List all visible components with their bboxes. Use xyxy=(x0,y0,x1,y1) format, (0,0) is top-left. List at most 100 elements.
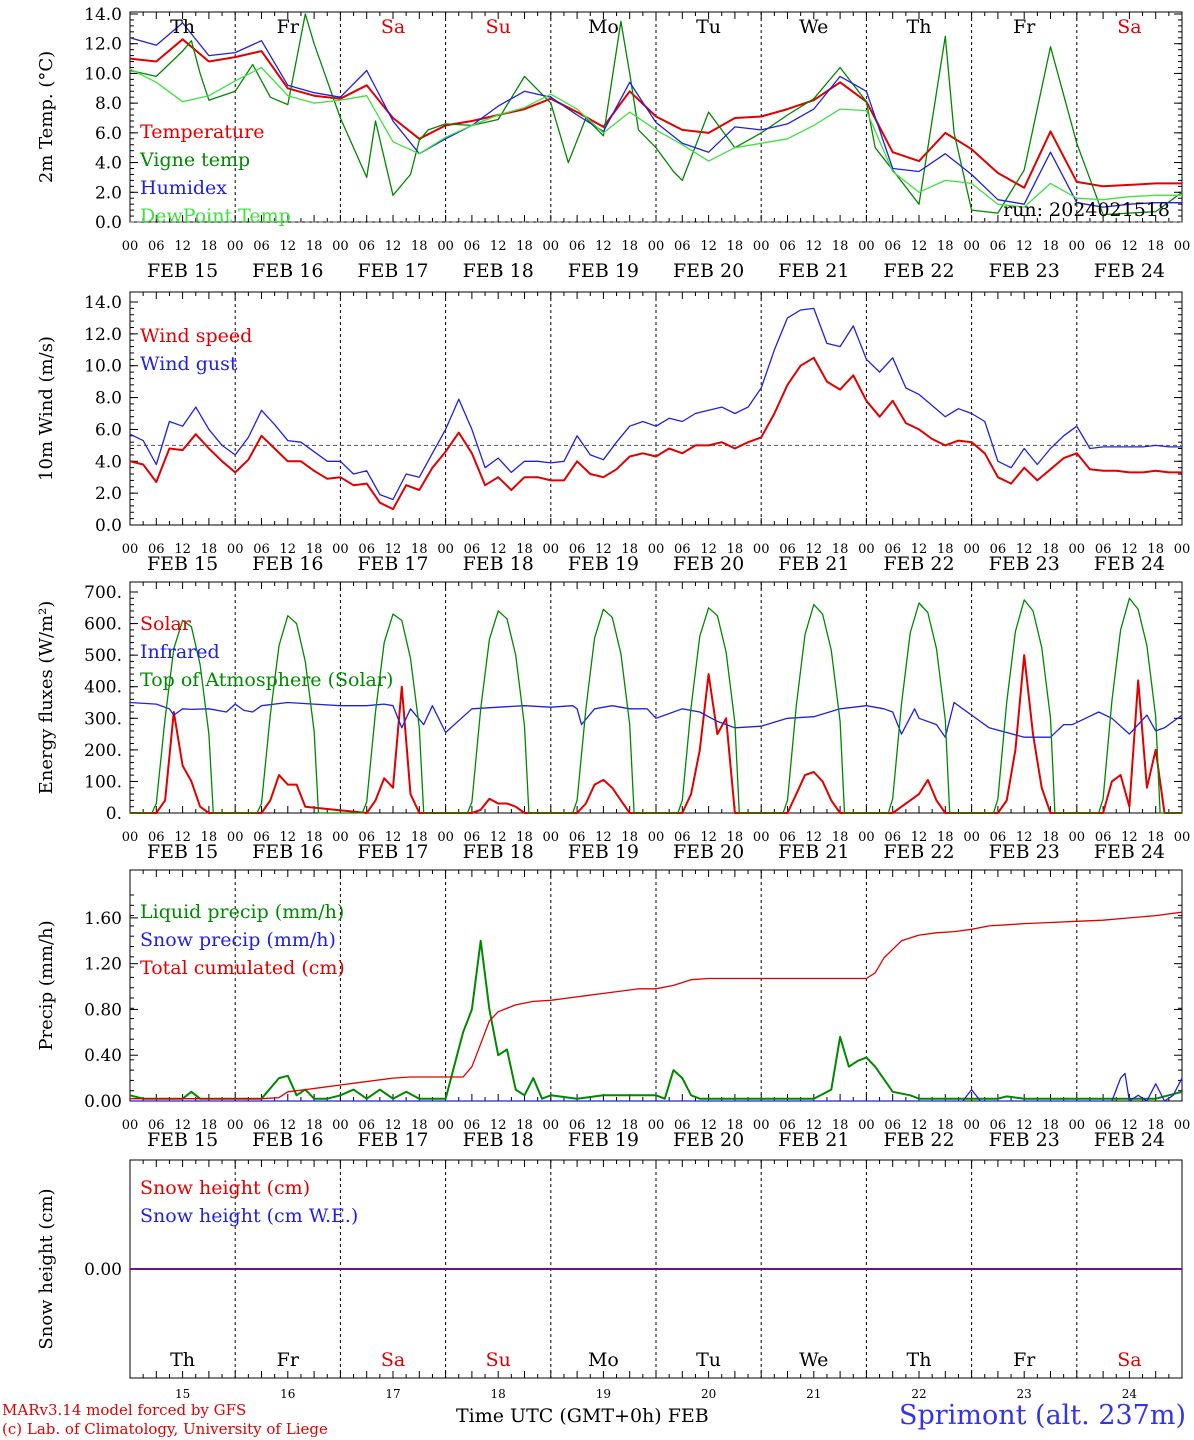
hour-tick-label: 12 xyxy=(385,542,402,557)
hour-tick-label: 00 xyxy=(332,542,349,557)
y-tick-label: 12.0 xyxy=(84,35,122,55)
series-line-infrared xyxy=(129,701,1183,738)
hour-tick-label: 00 xyxy=(753,239,770,254)
hour-tick-label: 18 xyxy=(306,542,323,557)
day-label: FEB 20 xyxy=(673,841,744,863)
hour-tick-label: 18 xyxy=(516,1118,533,1133)
day-label: FEB 17 xyxy=(357,841,428,863)
hour-tick-label: 18 xyxy=(411,1118,428,1133)
day-label: FEB 21 xyxy=(778,1129,849,1151)
weekday-label: Th xyxy=(170,16,195,38)
y-tick-label: 6.0 xyxy=(95,124,122,144)
y-tick-label: 400. xyxy=(84,678,122,698)
hour-tick-label: 00 xyxy=(963,239,980,254)
day-number-label: 24 xyxy=(1122,1387,1138,1400)
panel-4: Precip (mm/h) xyxy=(36,869,1183,1102)
hour-tick-label: 06 xyxy=(884,1118,901,1133)
hour-tick-label: 12 xyxy=(911,1118,928,1133)
hour-tick-label: 00 xyxy=(122,542,139,557)
day-label: FEB 15 xyxy=(147,553,218,575)
panel-5: Snow height (cm) xyxy=(36,1159,1183,1379)
hour-tick-label: 12 xyxy=(806,830,823,845)
y-tick-label: 4.0 xyxy=(95,154,122,174)
hour-tick-label: 18 xyxy=(306,830,323,845)
legend-entry: Solar xyxy=(140,613,192,635)
hour-tick-label: 18 xyxy=(516,542,533,557)
hour-tick-label: 00 xyxy=(332,1118,349,1133)
meteogram-chart: 2m Temp. (°C) 0.0 2.0 4.0 6.0 8.0 10.0 12.0 14.0… xyxy=(36,5,1190,1400)
day-number-label: 21 xyxy=(806,1387,821,1400)
y-tick-label: 1.20 xyxy=(84,955,122,975)
hour-tick-label: 06 xyxy=(884,830,901,845)
hour-tick-label: 06 xyxy=(674,542,691,557)
day-label: FEB 17 xyxy=(357,260,428,282)
y-tick-label: 14.0 xyxy=(84,5,122,25)
hour-tick-label: 06 xyxy=(1095,239,1112,254)
hour-tick-label: 06 xyxy=(253,830,270,845)
hour-tick-label: 12 xyxy=(490,830,507,845)
hour-tick-label: 00 xyxy=(227,1118,244,1133)
weekday-label: Sa xyxy=(381,1349,405,1371)
day-number-label: 22 xyxy=(911,1387,926,1400)
hour-tick-label: 06 xyxy=(779,830,796,845)
y-tick-label: 300. xyxy=(84,709,122,729)
hour-tick-label: 12 xyxy=(1016,542,1033,557)
day-label: FEB 19 xyxy=(568,841,639,863)
hour-tick-label: 18 xyxy=(1042,239,1059,254)
day-label: FEB 15 xyxy=(147,1129,218,1151)
hour-tick-label: 12 xyxy=(595,542,612,557)
weekday-label: Fr xyxy=(277,16,300,38)
hour-tick-label: 06 xyxy=(253,239,270,254)
hour-tick-label: 00 xyxy=(963,1118,980,1133)
legend-entry: Total cumulated (cm) xyxy=(140,957,345,979)
day-label: FEB 23 xyxy=(989,1129,1060,1151)
hour-tick-label: 12 xyxy=(700,239,717,254)
day-label: FEB 18 xyxy=(463,553,534,575)
day-label: FEB 23 xyxy=(989,553,1060,575)
day-label: FEB 21 xyxy=(778,553,849,575)
hour-tick-label: 12 xyxy=(806,239,823,254)
hour-tick-label: 12 xyxy=(490,239,507,254)
day-label: FEB 22 xyxy=(883,841,954,863)
y-tick-label: 500. xyxy=(84,646,122,666)
hour-tick-label: 12 xyxy=(280,239,297,254)
hour-tick-label: 18 xyxy=(201,830,218,845)
hour-tick-label: 18 xyxy=(516,239,533,254)
hour-tick-label: 18 xyxy=(201,239,218,254)
legend-entry: Wind speed xyxy=(140,325,252,347)
weekday-label: Su xyxy=(486,16,511,38)
lab-credit-line: (c) Lab. of Climatology, University of L… xyxy=(2,1420,328,1438)
hour-tick-label: 18 xyxy=(832,239,849,254)
hour-tick-label: 00 xyxy=(1069,542,1086,557)
hour-tick-label: 00 xyxy=(963,542,980,557)
hour-tick-label: 06 xyxy=(1095,830,1112,845)
panel-3: Energy fluxes (W/m²) xyxy=(36,581,1183,814)
y-tick-label: 8.0 xyxy=(95,389,122,409)
hour-tick-label: 12 xyxy=(280,1118,297,1133)
y-tick-label: 12.0 xyxy=(84,325,122,345)
hour-tick-label: 06 xyxy=(148,239,165,254)
hour-tick-label: 06 xyxy=(253,542,270,557)
hour-tick-label: 12 xyxy=(595,1118,612,1133)
hour-tick-label: 12 xyxy=(385,239,402,254)
hour-tick-label: 18 xyxy=(621,542,638,557)
y-tick-label: 0.80 xyxy=(84,1000,122,1020)
hour-tick-label: 06 xyxy=(990,239,1007,254)
hour-tick-label: 00 xyxy=(227,542,244,557)
hour-tick-label: 18 xyxy=(621,830,638,845)
day-label: FEB 15 xyxy=(147,260,218,282)
day-label: FEB 19 xyxy=(568,1129,639,1151)
hour-tick-label: 00 xyxy=(1069,239,1086,254)
weekday-label: Fr xyxy=(277,1349,300,1371)
run-label: run: 2024021518 xyxy=(1003,199,1170,221)
day-label: FEB 24 xyxy=(1094,1129,1165,1151)
legend-entry: Temperature xyxy=(140,121,264,143)
legend-entry: Vigne temp xyxy=(139,149,250,171)
legend-entry: Snow height (cm) xyxy=(140,1177,310,1199)
hour-tick-label: 18 xyxy=(411,830,428,845)
day-number-label: 20 xyxy=(701,1387,716,1400)
hour-tick-label: 18 xyxy=(201,1118,218,1133)
hour-tick-label: 18 xyxy=(411,542,428,557)
hour-tick-label: 18 xyxy=(727,542,744,557)
series-line-total-cumulated-cm- xyxy=(130,911,1183,1100)
